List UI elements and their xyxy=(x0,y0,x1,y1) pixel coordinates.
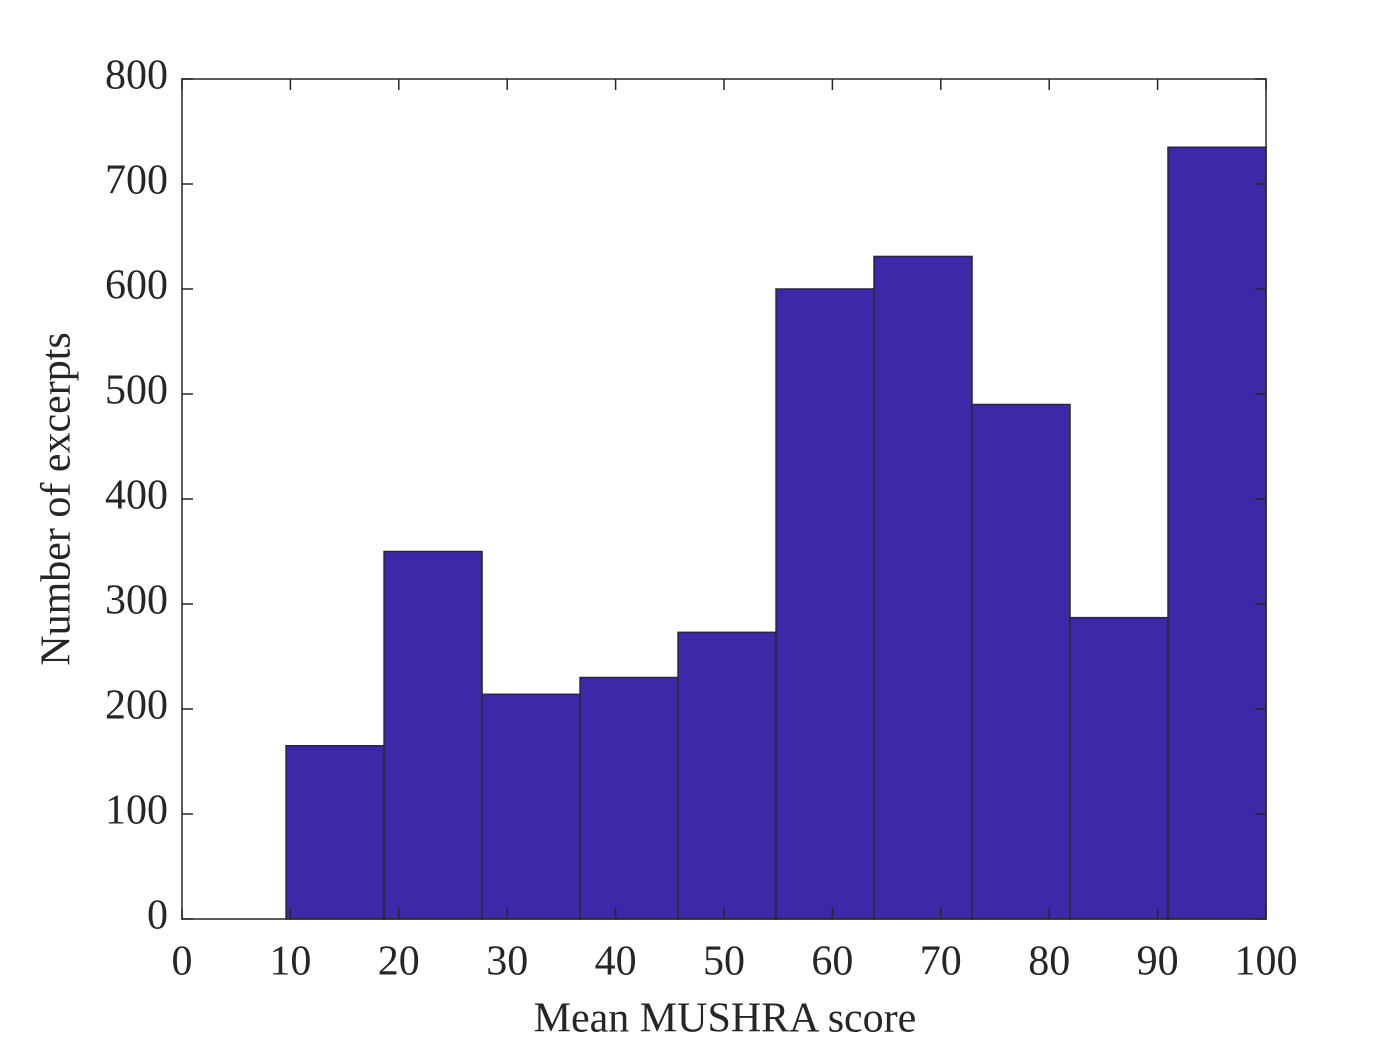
bar xyxy=(1167,146,1267,920)
y-tick-label: 0 xyxy=(147,893,168,939)
x-tick-label: 40 xyxy=(595,939,637,985)
y-tick-label: 100 xyxy=(105,788,168,834)
bar xyxy=(1069,616,1169,920)
x-tick-label: 50 xyxy=(703,939,745,985)
x-tick-label: 60 xyxy=(811,939,853,985)
x-tick-label: 30 xyxy=(486,939,528,985)
y-tick-label: 700 xyxy=(105,158,168,204)
y-tick-label: 600 xyxy=(105,263,168,309)
y-axis-label: Number of excerpts xyxy=(34,332,80,666)
x-tick-label: 70 xyxy=(920,939,962,985)
bar xyxy=(971,403,1071,920)
y-tick-label: 400 xyxy=(105,473,168,519)
x-tick-label: 20 xyxy=(378,939,420,985)
bar xyxy=(481,693,581,920)
x-tick-label: 90 xyxy=(1137,939,1179,985)
bar xyxy=(285,745,385,920)
bar xyxy=(775,288,875,920)
y-tick-label: 800 xyxy=(105,53,168,99)
x-axis-label: Mean MUSHRA score xyxy=(534,996,917,1042)
x-tick-label: 100 xyxy=(1235,939,1298,985)
x-tick-label: 0 xyxy=(172,939,193,985)
x-tick-label: 10 xyxy=(269,939,311,985)
x-tick-label: 80 xyxy=(1028,939,1070,985)
y-tick-label: 300 xyxy=(105,578,168,624)
bar xyxy=(383,550,483,920)
bar xyxy=(677,631,777,920)
bar xyxy=(873,255,973,920)
bar xyxy=(579,676,679,920)
y-tick-label: 500 xyxy=(105,368,168,414)
y-tick-label: 200 xyxy=(105,683,168,729)
